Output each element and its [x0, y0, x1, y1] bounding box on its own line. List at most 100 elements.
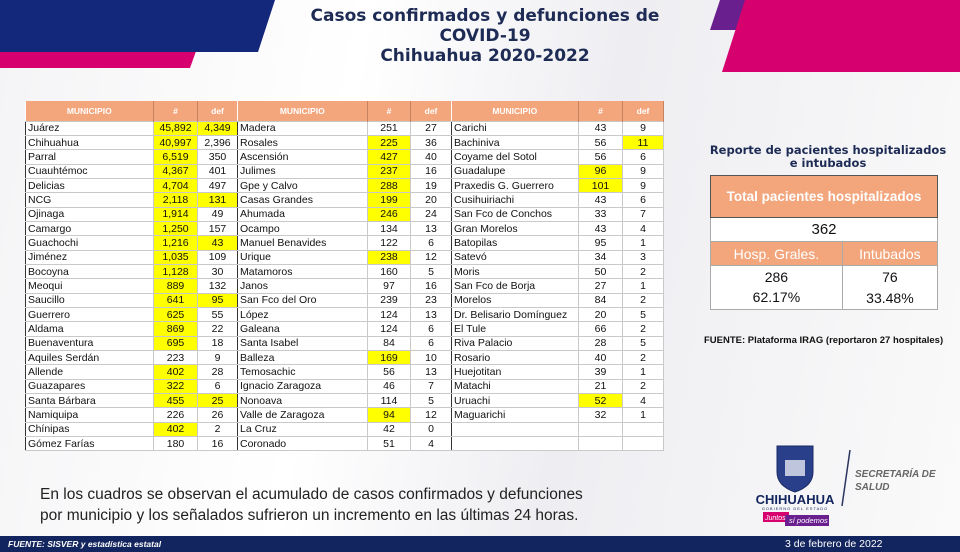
cell-municipio: Cusihuiriachi — [451, 192, 579, 208]
cell-cases: 1,128 — [153, 263, 198, 280]
cell-deaths: 1 — [622, 364, 664, 380]
table-row: Janos 97 16 — [237, 278, 452, 294]
cell-cases: 455 — [153, 393, 198, 409]
cell-cases: 889 — [153, 278, 198, 294]
cell-municipio: San Fco de Conchos — [451, 206, 579, 222]
cell-deaths: 10 — [410, 349, 452, 366]
cell-cases: 288 — [367, 177, 411, 194]
cell-deaths: 26 — [197, 407, 238, 423]
cell-municipio: Batopilas — [451, 235, 579, 251]
cell-deaths: 6 — [622, 149, 664, 165]
cell-deaths: 2 — [622, 292, 664, 308]
chihuahua-logo: CHIHUAHUA GOBIERNO DEL ESTADO Juntos sí … — [756, 445, 835, 526]
table-row: Temosachic 56 13 — [237, 364, 452, 380]
table-row: Juárez 45,892 4,349 — [25, 120, 238, 136]
cell-municipio: Ojinaga — [25, 206, 154, 222]
cell-deaths: 5 — [622, 335, 664, 352]
cell-deaths: 2 — [622, 349, 664, 366]
cell-deaths: 132 — [197, 278, 238, 294]
table-row: Guachochi 1,216 43 — [25, 235, 238, 251]
column-header: def — [410, 101, 452, 121]
cell-municipio: Huejotitan — [451, 364, 579, 380]
table-row: NCG 2,118 131 — [25, 192, 238, 208]
table-row: Nonoava 114 5 — [237, 393, 452, 409]
cell-municipio: Allende — [25, 364, 154, 380]
cell-municipio: Nonoava — [237, 393, 368, 409]
cell-municipio: Satevó — [451, 249, 579, 265]
cell-municipio: Delicias — [25, 177, 154, 194]
cell-cases: 402 — [153, 364, 198, 380]
cell-cases: 96 — [578, 163, 623, 179]
table-row: Ahumada 246 24 — [237, 206, 452, 222]
cell-deaths: 7 — [622, 206, 664, 222]
column-header: def — [197, 101, 238, 121]
cell-cases: 84 — [367, 335, 411, 352]
cell-municipio: Manuel Benavides — [237, 235, 368, 251]
cell-deaths: 4,349 — [197, 120, 238, 136]
column-header: MUNICIPIO — [25, 101, 154, 121]
cell-cases: 251 — [367, 120, 411, 136]
table-row: Bocoyna 1,128 30 — [25, 263, 238, 280]
cell-cases: 45,892 — [153, 120, 198, 136]
cell-municipio: Cuauhtémoc — [25, 163, 154, 179]
cell-cases: 43 — [578, 192, 623, 208]
cell-municipio: San Fco del Oro — [237, 292, 368, 308]
cell-municipio: Praxedis G. Guerrero — [451, 177, 579, 194]
cell-municipio: Bachiniva — [451, 134, 579, 151]
cell-cases: 4,367 — [153, 163, 198, 179]
cell-municipio: Jiménez — [25, 249, 154, 265]
cell-cases: 84 — [578, 292, 623, 308]
table-row: Urique 238 12 — [237, 249, 452, 265]
cell-cases: 4,704 — [153, 177, 198, 194]
table-row: Madera 251 27 — [237, 120, 452, 136]
cell-municipio: Matamoros — [237, 263, 368, 280]
cell-deaths: 2 — [622, 321, 664, 337]
cell-municipio: Riva Palacio — [451, 335, 579, 352]
note-line: por municipio y los señalados sufrieron … — [40, 507, 579, 524]
table-row: Camargo 1,250 157 — [25, 220, 238, 237]
cell-deaths: 36 — [410, 134, 452, 151]
table-row: Praxedis G. Guerrero 101 9 — [451, 177, 664, 194]
cell-municipio — [451, 436, 579, 452]
cell-deaths: 27 — [410, 120, 452, 136]
cell-deaths: 7 — [410, 378, 452, 395]
column-header: MUNICIPIO — [451, 101, 579, 121]
cell-cases: 1,914 — [153, 206, 198, 222]
cell-cases: 20 — [578, 306, 623, 323]
cell-municipio: Coronado — [237, 436, 368, 452]
title-line: COVID-19 — [439, 26, 531, 46]
cell-deaths: 9 — [622, 177, 664, 194]
count-intubados: 76 — [841, 265, 939, 288]
decorative-banner-left — [0, 0, 275, 68]
cell-deaths: 3 — [622, 249, 664, 265]
cell-deaths: 1 — [622, 235, 664, 251]
sec-line: SECRETARÍA DE — [855, 469, 936, 480]
table-row: Casas Grandes 199 20 — [237, 192, 452, 208]
table-row: Dr. Belisario Domínguez 20 5 — [451, 306, 664, 323]
cell-deaths: 23 — [410, 292, 452, 308]
table-row: Coronado 51 4 — [237, 436, 452, 452]
cell-municipio: Balleza — [237, 349, 368, 366]
column-header: def — [622, 101, 664, 121]
cell-deaths: 18 — [197, 335, 238, 352]
total-label: Total pacientes hospitalizados — [710, 175, 938, 218]
cell-cases: 27 — [578, 278, 623, 294]
cell-deaths: 95 — [197, 292, 238, 308]
cell-municipio: Valle de Zaragoza — [237, 407, 368, 423]
table-row: Ignacio Zaragoza 46 7 — [237, 378, 452, 395]
table-row: Satevó 34 3 — [451, 249, 664, 265]
cell-municipio: Ahumada — [237, 206, 368, 222]
table-row: Rosales 225 36 — [237, 134, 452, 151]
cell-cases: 322 — [153, 378, 198, 395]
cell-municipio: Aquiles Serdán — [25, 349, 154, 366]
cell-deaths: 1 — [622, 278, 664, 294]
cell-cases: 180 — [153, 436, 198, 452]
cell-municipio: Guadalupe — [451, 163, 579, 179]
cell-cases: 427 — [367, 149, 411, 165]
pct-intubados: 33.48% — [841, 287, 939, 310]
table-row: Uruachi 52 4 — [451, 393, 664, 409]
cell-cases: 226 — [153, 407, 198, 423]
footer-source: FUENTE: SISVER y estadística estatal — [8, 539, 162, 549]
cell-municipio: Rosales — [237, 134, 368, 151]
cell-cases: 1,216 — [153, 235, 198, 251]
